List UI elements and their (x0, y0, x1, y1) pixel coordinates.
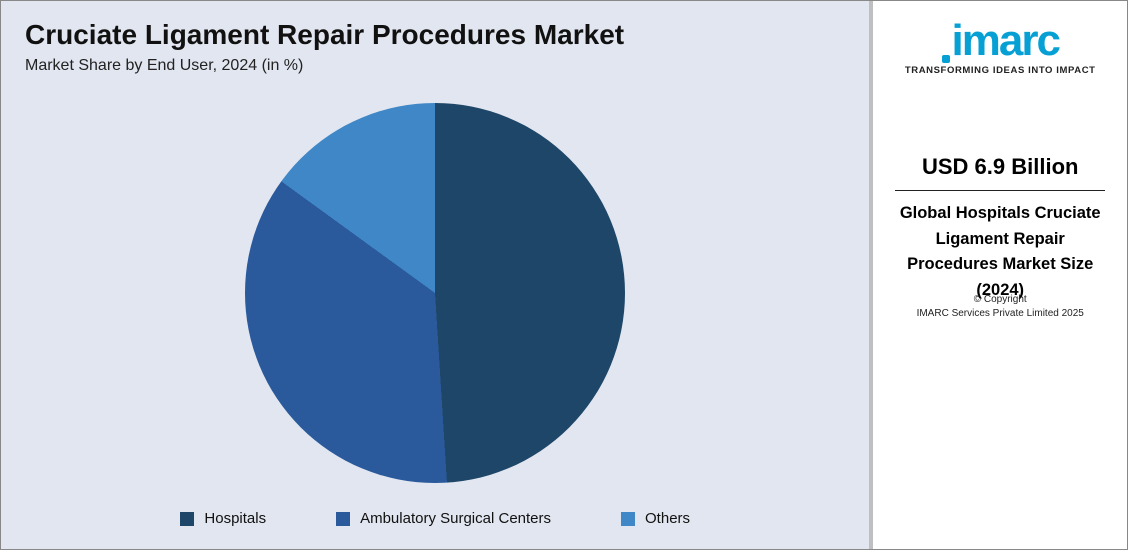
chart-panel: Cruciate Ligament Repair Procedures Mark… (1, 1, 869, 549)
legend-item: Ambulatory Surgical Centers (336, 510, 551, 527)
copyright-line-1: © Copyright (889, 293, 1111, 307)
chart-title: Cruciate Ligament Repair Procedures Mark… (25, 19, 845, 51)
legend-swatch-icon (621, 512, 635, 526)
stat-divider (895, 190, 1105, 191)
chart-subtitle: Market Share by End User, 2024 (in %) (25, 57, 845, 75)
copyright-block: © Copyright IMARC Services Private Limit… (889, 293, 1111, 321)
legend-item: Others (621, 510, 690, 527)
stat-label: Global Hospitals Cruciate Ligament Repai… (889, 201, 1111, 303)
pie-chart (245, 103, 625, 483)
legend-label: Others (645, 510, 690, 527)
logo-wordmark: imarc (952, 19, 1059, 63)
legend-item: Hospitals (180, 510, 266, 527)
legend-label: Hospitals (204, 510, 266, 527)
logo-tagline: TRANSFORMING IDEAS INTO IMPACT (905, 65, 1096, 76)
pie-chart-container (25, 75, 845, 510)
stat-block: USD 6.9 Billion Global Hospitals Cruciat… (889, 154, 1111, 303)
sidebar-panel: imarc TRANSFORMING IDEAS INTO IMPACT USD… (869, 1, 1127, 549)
legend-swatch-icon (180, 512, 194, 526)
brand-logo: imarc TRANSFORMING IDEAS INTO IMPACT (905, 19, 1096, 76)
stat-value: USD 6.9 Billion (889, 154, 1111, 180)
logo-wordmark-row: imarc (942, 19, 1059, 63)
infographic-frame: Cruciate Ligament Repair Procedures Mark… (0, 0, 1128, 550)
legend-label: Ambulatory Surgical Centers (360, 510, 551, 527)
chart-legend: Hospitals Ambulatory Surgical Centers Othe… (25, 510, 845, 537)
legend-swatch-icon (336, 512, 350, 526)
copyright-line-2: IMARC Services Private Limited 2025 (889, 307, 1111, 321)
logo-dot-icon (942, 55, 950, 63)
